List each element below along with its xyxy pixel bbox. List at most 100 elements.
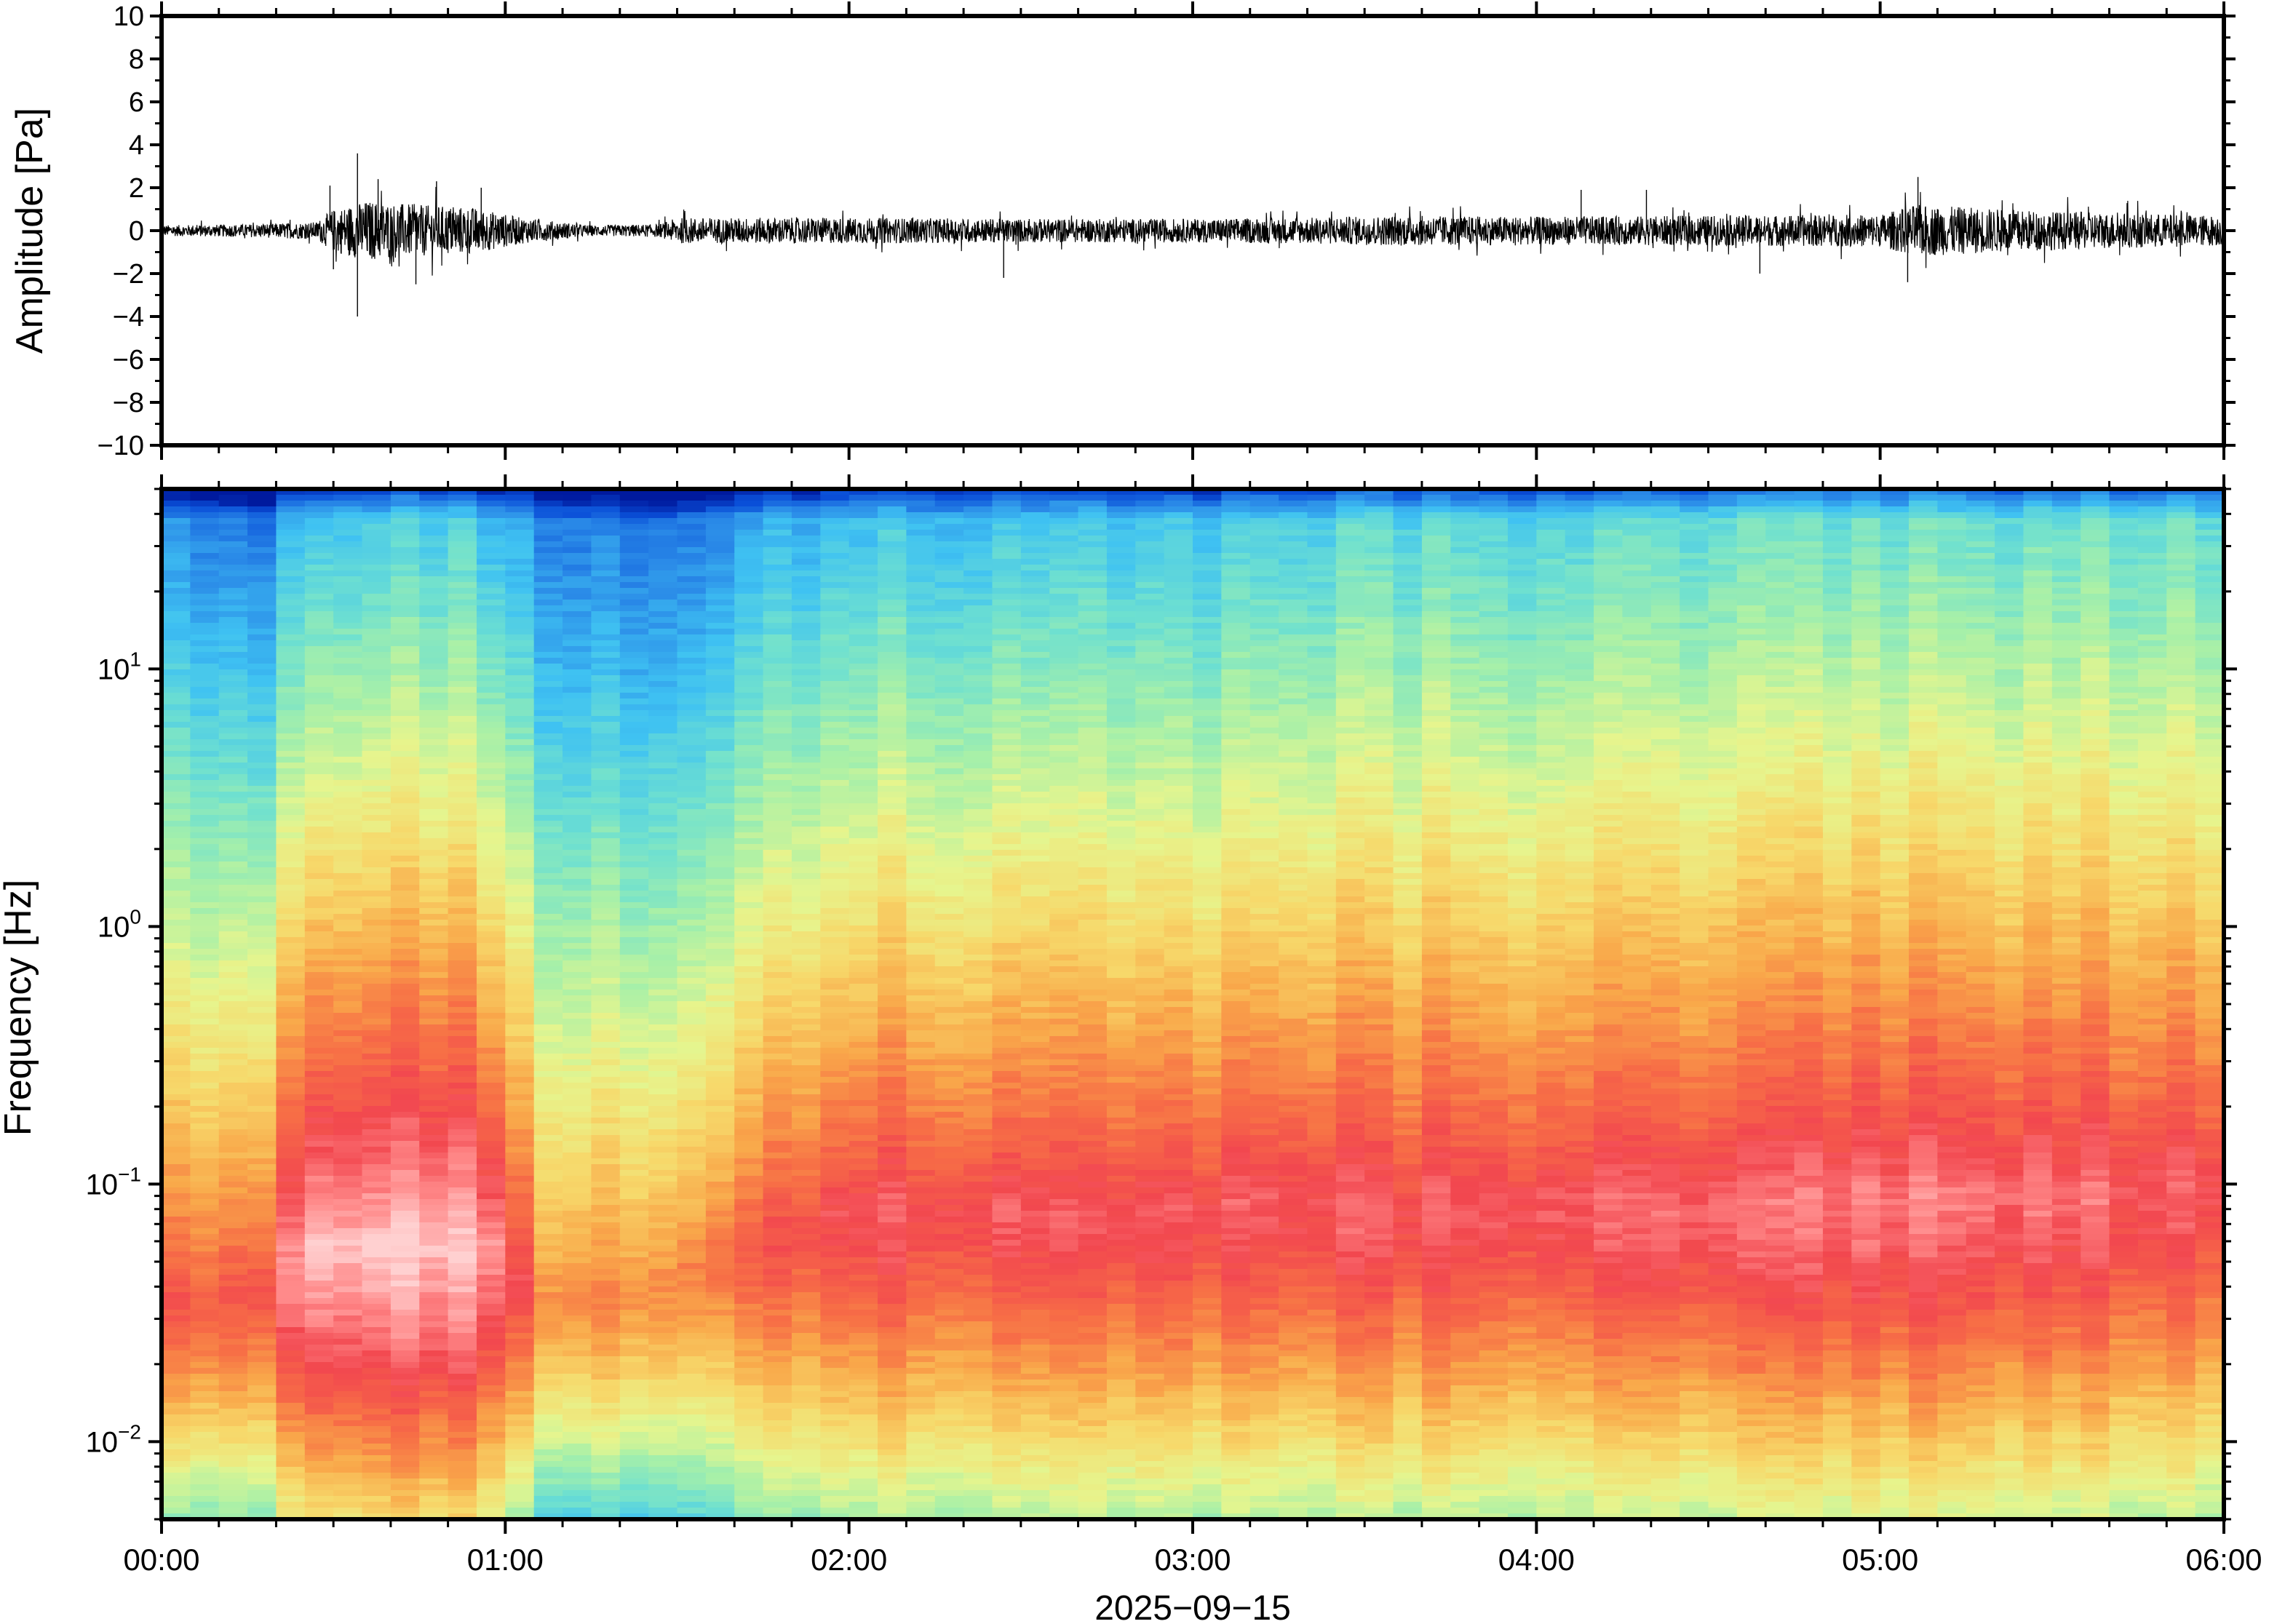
spectrogram-cell (563, 1246, 592, 1252)
spectrogram-cell (419, 1444, 449, 1450)
spectrogram-cell (419, 786, 449, 792)
spectrogram-cell (734, 530, 764, 536)
spectrogram-cell (878, 1176, 907, 1182)
spectrogram-cell (448, 634, 477, 641)
spectrogram-cell (906, 664, 936, 670)
spectrogram-cell (934, 797, 964, 804)
spectrogram-cell (791, 1315, 821, 1322)
spectrogram-cell (333, 1449, 363, 1456)
spectrogram-cell (304, 1205, 334, 1211)
spectrogram-cell (333, 1205, 363, 1211)
spectrogram-cell (162, 1193, 191, 1200)
spectrogram-cell (934, 780, 964, 787)
spectrogram-cell (304, 768, 334, 775)
spectrogram-cell (705, 1286, 735, 1293)
spectrogram-cell (276, 675, 306, 682)
spectrogram-cell (563, 768, 592, 775)
spectrogram-cell (533, 1019, 563, 1025)
spectrogram-cell (563, 1112, 592, 1118)
spectrogram-cell (563, 867, 592, 874)
spectrogram-cell (505, 605, 535, 612)
spectrogram-cell (190, 1007, 220, 1014)
spectrogram-cell (419, 827, 449, 833)
spectrogram-cell (533, 547, 563, 554)
spectrogram-cell (849, 1397, 878, 1404)
spectrogram-cell (734, 1019, 764, 1025)
spectrogram-cell (362, 1397, 392, 1404)
spectrogram-cell (362, 1444, 392, 1450)
spectrogram-cell (333, 1304, 363, 1310)
spectrogram-cell (533, 1298, 563, 1305)
spectrogram-cell (247, 617, 277, 624)
spectrogram-cell (734, 1083, 764, 1089)
spectrogram-cell (476, 1484, 506, 1491)
spectrogram-cell (419, 728, 449, 734)
spectrogram-cell (563, 605, 592, 612)
spectrogram-cell (849, 629, 878, 635)
spectrogram-cell (820, 937, 850, 944)
spectrogram-cell (849, 658, 878, 664)
spectrogram-cell (934, 698, 964, 705)
spectrogram-cell (705, 803, 735, 810)
spectrogram-cell (849, 1333, 878, 1340)
spectrogram-cell (878, 873, 907, 880)
spectrogram-cell (218, 693, 248, 699)
spectrogram-cell (705, 1502, 735, 1508)
spectrogram-cell (190, 926, 220, 932)
spectrogram-cell (619, 1129, 649, 1136)
spectrogram-cell (218, 512, 248, 519)
spectrogram-cell (619, 832, 649, 839)
spectrogram-cell (906, 565, 936, 571)
spectrogram-cell (419, 1339, 449, 1345)
spectrogram-cell (218, 1345, 248, 1351)
spectrogram-cell (878, 1123, 907, 1130)
spectrogram-cell (476, 693, 506, 699)
spectrogram-cell (791, 908, 821, 915)
spectrogram-cell (190, 1234, 220, 1241)
spectrogram-cell (533, 1100, 563, 1107)
spectrogram-cell (591, 978, 621, 984)
spectrogram-cell (619, 605, 649, 612)
spectrogram-cell (162, 1007, 191, 1014)
spectrogram-cell (648, 1339, 678, 1345)
spectrogram-cell (162, 1321, 191, 1328)
spectrogram-cell (878, 1508, 907, 1514)
spectrogram-cell (619, 541, 649, 548)
spectrogram-cell (247, 600, 277, 606)
spectrogram-cell (333, 1077, 363, 1083)
spectrogram-cell (820, 821, 850, 827)
spectrogram-cell (849, 885, 878, 891)
spectrogram-cell (648, 634, 678, 641)
spectrogram-cell (878, 1170, 907, 1177)
spectrogram-cell (333, 1292, 363, 1299)
spectrogram-cell (734, 1374, 764, 1380)
spectrogram-cell (247, 1170, 277, 1177)
spectrogram-cell (677, 931, 707, 938)
spectrogram-cell (705, 1345, 735, 1351)
spectrogram-cell (820, 1222, 850, 1229)
spectrogram-cell (362, 664, 392, 670)
spectrogram-cell (878, 1083, 907, 1089)
spectrogram-cell (419, 1513, 449, 1520)
spectrogram-cell (820, 867, 850, 874)
spectrogram-cell (304, 1484, 334, 1491)
spectrogram-cell (304, 710, 334, 717)
spectrogram-cell (878, 1368, 907, 1374)
spectrogram-cell (247, 902, 277, 909)
spectrogram-cell (448, 512, 477, 519)
spectrogram-cell (390, 1438, 420, 1444)
spectrogram-cell (734, 1141, 764, 1147)
spectrogram-cell (333, 861, 363, 868)
spectrogram-cell (190, 1496, 220, 1502)
spectrogram-cell (448, 797, 477, 804)
spectrogram-cell (419, 1001, 449, 1008)
spectrogram-cell (820, 1205, 850, 1211)
spectrogram-cell (677, 518, 707, 525)
spectrogram-cell (190, 867, 220, 874)
spectrogram-cell (476, 1077, 506, 1083)
spectrogram-cell (448, 739, 477, 746)
spectrogram-cell (906, 1170, 936, 1177)
spectrogram-cell (448, 1158, 477, 1165)
spectrogram-cell (304, 1217, 334, 1223)
spectrogram-cell (820, 1147, 850, 1153)
